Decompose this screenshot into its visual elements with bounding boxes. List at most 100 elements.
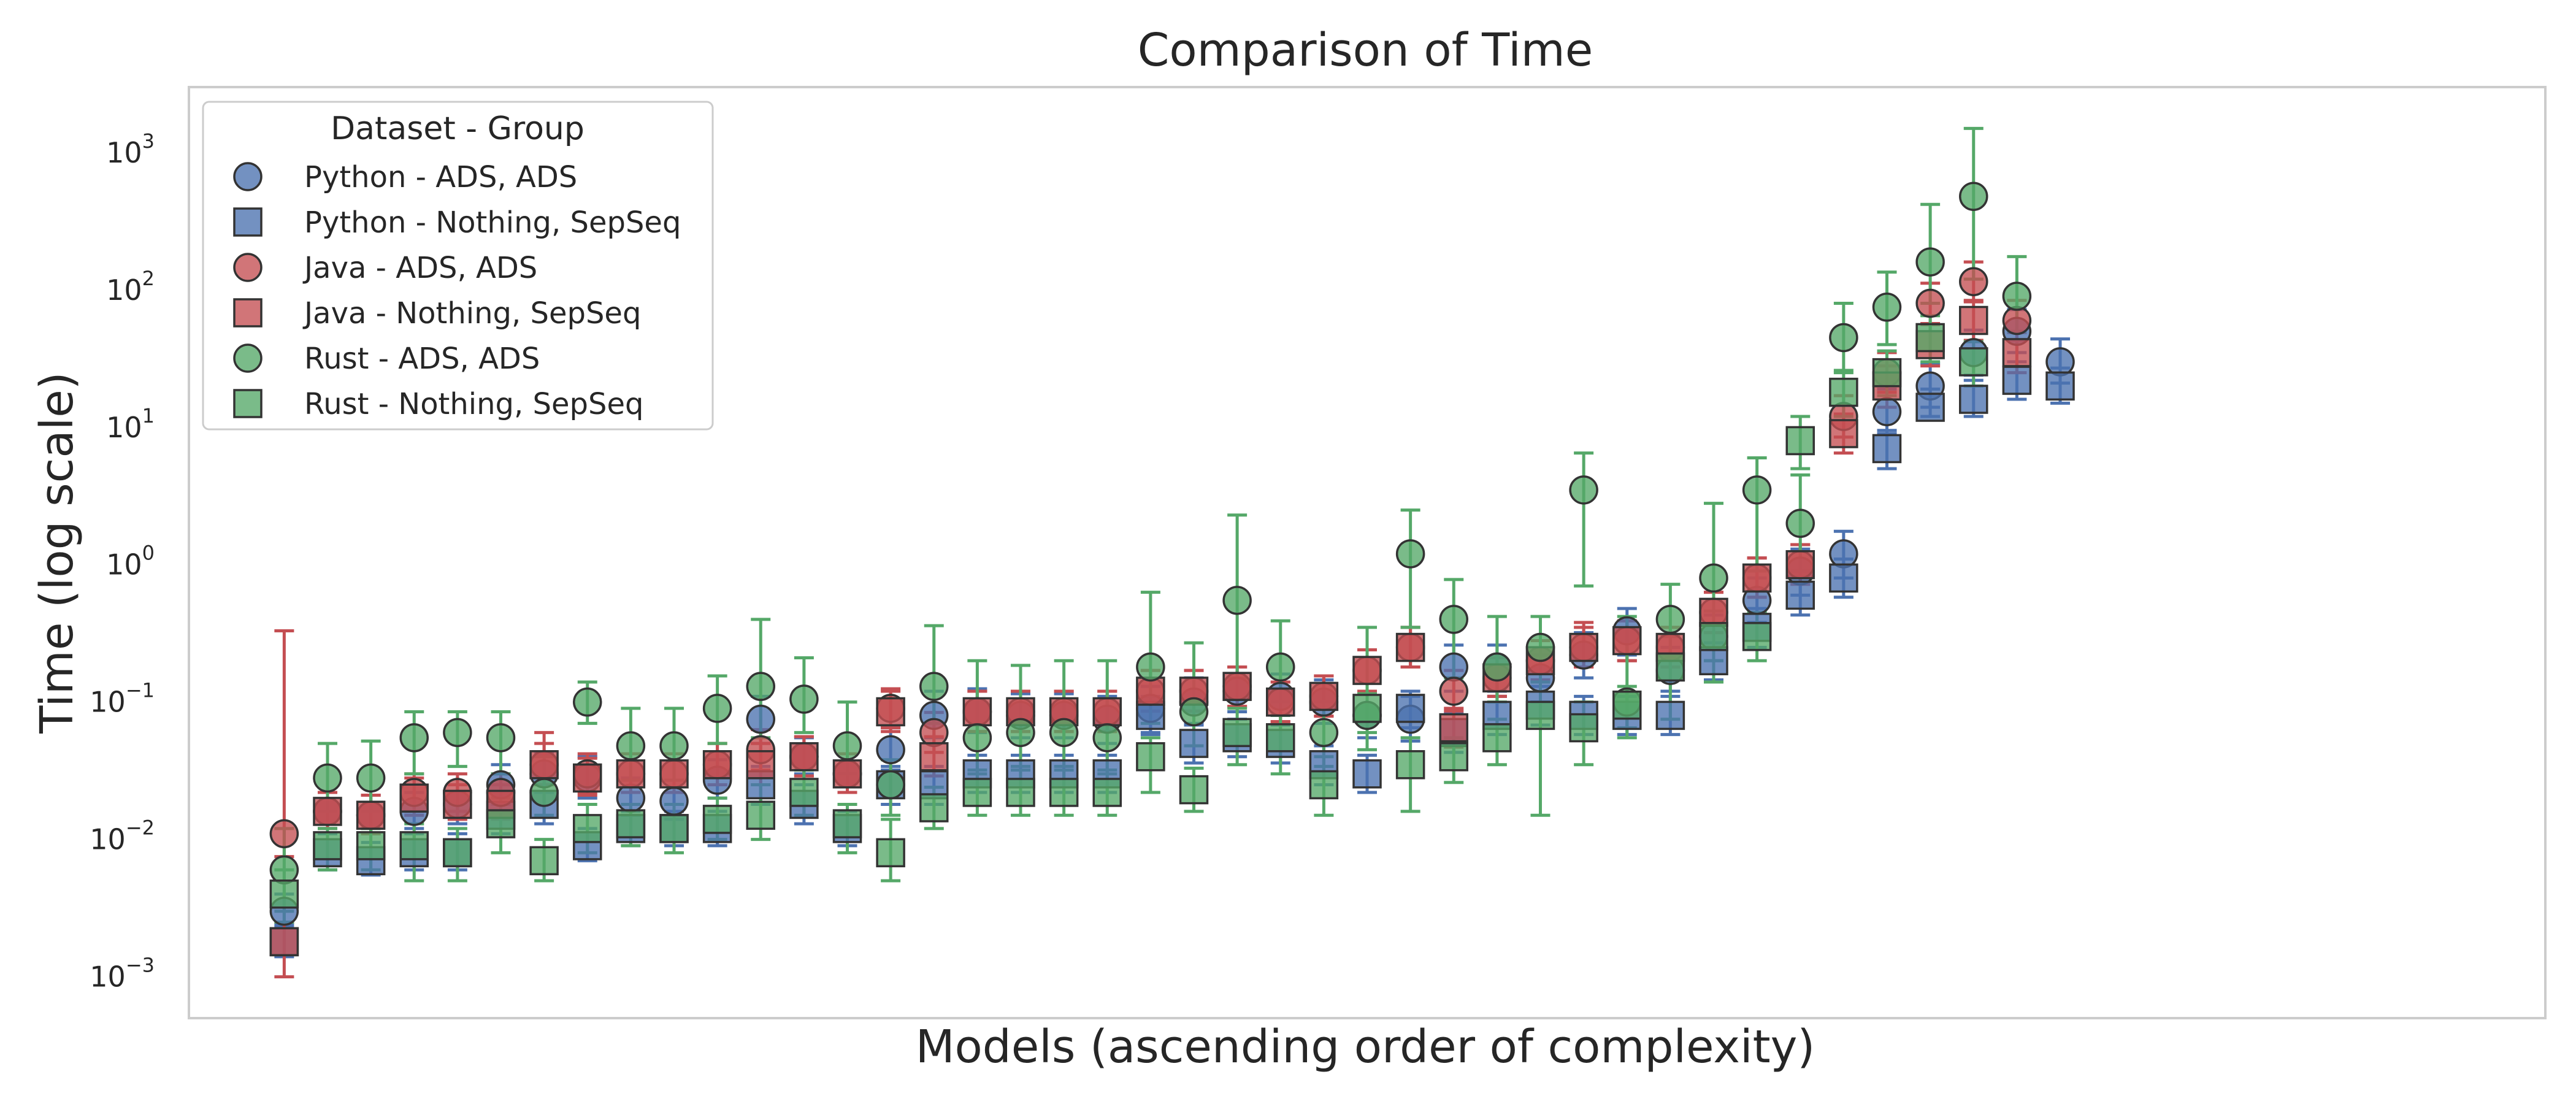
data-point-circle xyxy=(919,672,949,701)
y-tick-exponent: −3 xyxy=(126,954,155,977)
data-point-circle xyxy=(2002,282,2032,311)
data-point-circle xyxy=(356,763,386,793)
data-point-circle xyxy=(1872,397,1902,426)
data-point-square xyxy=(919,742,949,772)
data-point-square xyxy=(1699,597,1728,627)
y-tick-exponent: 1 xyxy=(142,404,155,427)
data-point-circle xyxy=(1829,539,1858,569)
data-point-square xyxy=(1569,632,1598,662)
data-point-square xyxy=(1222,718,1252,748)
data-point-square xyxy=(919,793,949,822)
data-point-square xyxy=(1092,697,1122,727)
legend-frame xyxy=(202,101,714,431)
data-point-circle xyxy=(1742,475,1772,505)
y-tick-label: 10−3 xyxy=(90,954,155,994)
data-point-square xyxy=(2045,371,2075,401)
data-point-square xyxy=(789,742,819,772)
legend-title: Dataset - Group xyxy=(331,110,585,147)
data-point-square xyxy=(399,831,429,861)
data-point-square xyxy=(1136,677,1165,706)
data-point-circle xyxy=(486,723,516,753)
data-point-square xyxy=(529,846,559,876)
data-point-square xyxy=(832,759,862,789)
legend-label: Rust - Nothing, SepSeq xyxy=(304,387,643,421)
data-point-square xyxy=(573,763,602,793)
data-point-square xyxy=(702,805,732,834)
y-tick-base: 10 xyxy=(106,274,142,307)
data-point-square xyxy=(486,809,516,838)
data-point-square xyxy=(1395,750,1425,780)
data-point-square xyxy=(1742,563,1772,593)
data-point-circle xyxy=(573,687,602,717)
y-tick-exponent: −2 xyxy=(126,816,155,840)
legend: Dataset - Group Python - ADS, ADS Python … xyxy=(202,101,714,431)
data-point-circle xyxy=(1049,718,1079,748)
data-point-square xyxy=(1959,347,1988,377)
data-point-circle xyxy=(2002,305,2032,335)
data-point-square xyxy=(1049,778,1079,807)
data-point-square xyxy=(356,831,386,861)
data-point-square xyxy=(1872,358,1902,388)
legend-item: Java - Nothing, SepSeq xyxy=(233,296,641,331)
legend-item: Java - ADS, ADS xyxy=(233,251,537,285)
data-point-circle xyxy=(876,735,905,765)
data-point-square xyxy=(962,697,992,727)
legend-marker-square xyxy=(233,298,263,328)
y-tick-base: 10 xyxy=(90,960,126,994)
data-point-circle xyxy=(1655,605,1685,634)
legend-label: Java - Nothing, SepSeq xyxy=(302,296,641,331)
legend-marker-square xyxy=(233,389,263,418)
data-point-square xyxy=(2002,338,2032,367)
data-point-circle xyxy=(399,723,429,753)
data-point-circle xyxy=(1439,605,1468,634)
data-point-square xyxy=(1006,778,1035,807)
data-point-square xyxy=(1829,419,1858,448)
data-point-circle xyxy=(313,763,342,793)
y-tick-label: 10−1 xyxy=(90,679,155,719)
data-point-circle xyxy=(1309,718,1339,748)
data-point-square xyxy=(616,759,646,789)
data-point-square xyxy=(1655,652,1685,682)
data-point-square xyxy=(529,750,559,780)
legend-item: Rust - Nothing, SepSeq xyxy=(233,387,643,421)
data-point-square xyxy=(1309,681,1339,711)
y-tick-exponent: 0 xyxy=(142,542,155,565)
data-point-square xyxy=(1222,672,1252,701)
chart-title: Comparison of Time xyxy=(1138,24,1593,77)
data-point-circle xyxy=(659,786,689,816)
data-point-circle xyxy=(2045,347,2075,377)
data-point-square xyxy=(876,838,905,868)
data-point-circle xyxy=(1439,652,1468,682)
legend-label: Rust - ADS, ADS xyxy=(304,342,540,376)
data-point-square xyxy=(1395,632,1425,662)
data-point-circle xyxy=(1222,586,1252,615)
data-point-circle xyxy=(1959,182,1988,211)
data-point-circle xyxy=(1266,652,1295,682)
y-tick-exponent: −1 xyxy=(126,679,155,702)
data-point-square xyxy=(1915,393,1945,422)
data-point-circle xyxy=(269,819,299,849)
data-point-circle xyxy=(1959,267,1988,296)
data-point-square xyxy=(1785,550,1815,580)
data-point-circle xyxy=(746,704,775,734)
data-point-square xyxy=(313,831,342,861)
y-tick-base: 10 xyxy=(90,686,126,719)
data-point-square xyxy=(356,800,386,830)
data-point-circle xyxy=(529,778,559,807)
legend-label: Python - ADS, ADS xyxy=(304,160,577,194)
data-point-circle xyxy=(832,731,862,761)
data-point-square xyxy=(1742,622,1772,651)
data-point-square xyxy=(1829,377,1858,407)
data-point-circle xyxy=(1525,632,1555,662)
data-point-square xyxy=(1136,742,1165,772)
data-point-circle xyxy=(876,770,905,800)
data-point-square xyxy=(1179,729,1209,758)
data-point-square xyxy=(1439,742,1468,772)
data-point-circle xyxy=(1699,563,1728,593)
y-tick-label: 10−2 xyxy=(90,816,155,856)
data-point-square xyxy=(269,879,299,909)
data-point-square xyxy=(443,789,472,819)
data-point-circle xyxy=(1179,697,1209,727)
data-point-circle xyxy=(1006,718,1035,748)
